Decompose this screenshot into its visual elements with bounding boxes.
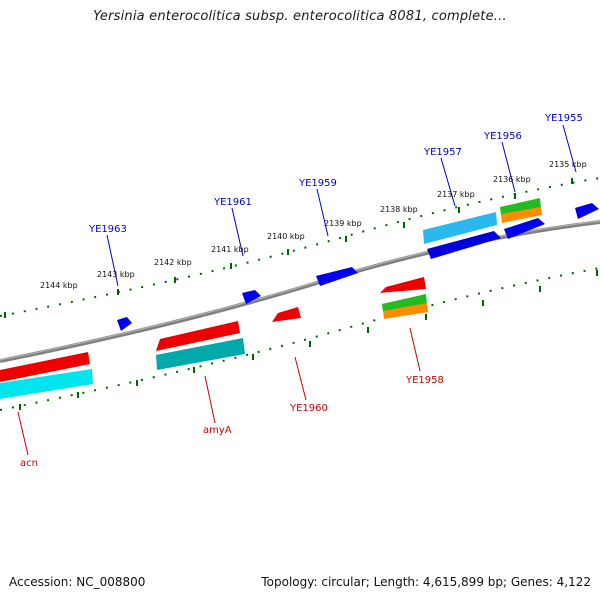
cyan-track-acn (0, 369, 93, 399)
cds-arrow-ye1961 (242, 290, 261, 304)
cyan-track-ye1957 (423, 212, 497, 244)
cds-arrow-ye1960 (272, 307, 301, 322)
kbp-label: 2135 kbp (549, 160, 587, 169)
genome-backbone (0, 220, 600, 363)
gene-label-ye1963: YE1963 (88, 224, 127, 235)
cds-arrow-ye1958 (380, 277, 426, 293)
gene-label-ye1955: YE1955 (544, 113, 583, 124)
cds-arrow-ye1963 (117, 317, 132, 331)
reverse-cds (0, 277, 426, 382)
top-leaders (106, 124, 577, 287)
kbp-label: 2141 kbp (211, 245, 249, 254)
map-title: Yersinia enterocolitica subsp. enterocol… (93, 9, 507, 24)
gene-label-ye1961: YE1961 (213, 197, 252, 208)
green-track-ye1958 (382, 294, 427, 312)
tick-ring-inner (0, 177, 600, 317)
kbp-label: 2140 kbp (267, 232, 305, 241)
green-track-ye1956 (500, 198, 541, 215)
gene-label-ye1959: YE1959 (298, 178, 337, 189)
genome-backbone-highlight (0, 220, 600, 361)
gene-label-acn: acn (20, 458, 38, 469)
orange-track-ye1958 (383, 303, 428, 319)
accession-label: Accession: NC_008800 (9, 575, 146, 589)
kbp-label: 2142 kbp (154, 258, 192, 267)
gene-label-ye1957: YE1957 (423, 147, 462, 158)
orange-track-ye1956 (501, 207, 542, 223)
cds-arrow-ye1959 (316, 267, 358, 286)
cds-arrow-ye1957 (427, 231, 501, 259)
cds-arrow-ye1956 (504, 218, 545, 239)
kbp-label: 2144 kbp (40, 281, 78, 290)
cds-arrow-ye1955 (575, 203, 599, 219)
kbp-label: 2139 kbp (324, 219, 362, 228)
gene-label-ye1956: YE1956 (483, 131, 522, 142)
major-ticks (4, 178, 598, 410)
teal-track-amya (156, 338, 245, 370)
gene-label-ye1960: YE1960 (289, 403, 328, 414)
kbp-label: 2137 kbp (437, 190, 475, 199)
tick-ring-outer (0, 267, 600, 411)
gene-label-ye1958: YE1958 (405, 375, 444, 386)
cds-arrow-acn (0, 352, 90, 382)
kbp-label: 2138 kbp (380, 205, 418, 214)
feature-tracks (0, 198, 542, 399)
cds-arrow-amya (156, 321, 240, 351)
forward-cds (117, 203, 599, 331)
gene-label-amya: amyA (203, 425, 232, 436)
bottom-leaders (17, 327, 421, 456)
genome-stats: Topology: circular; Length: 4,615,899 bp… (261, 575, 591, 589)
